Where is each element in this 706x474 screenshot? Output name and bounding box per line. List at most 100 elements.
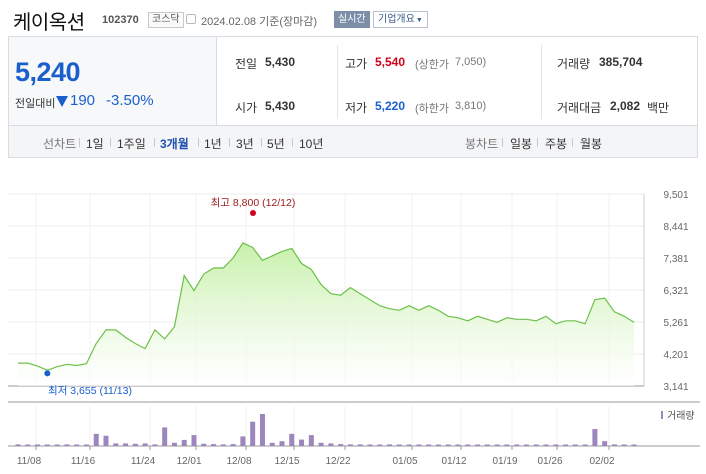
company-info-dropdown[interactable]: 기업개요▼: [373, 11, 428, 28]
y-tick-label: 5,261: [663, 318, 688, 329]
volume-bar: [201, 443, 207, 446]
y-tick-label: 3,141: [663, 382, 688, 393]
x-tick-label: 11/24: [131, 456, 156, 467]
volume-bar: [220, 444, 226, 446]
period-monthly-candle[interactable]: 월봉: [580, 137, 603, 151]
y-tick-label: 4,201: [663, 350, 688, 361]
high-annotation: 최고 8,800 (12/12): [211, 197, 296, 209]
volume-legend-label: 거래량: [667, 410, 695, 422]
period-3m[interactable]: 3개월: [160, 137, 189, 151]
price-chart-svg: 9,501 8,441 7,381 6,321 5,261 4,201 3,141 11/08…: [8, 190, 700, 467]
volume-label: 거래량: [557, 57, 591, 71]
high-value: 5,540: [375, 55, 406, 69]
line-chart-label: 선차트: [43, 137, 77, 151]
amount-unit: 백만: [647, 101, 670, 115]
volume-bar: [377, 444, 383, 446]
volume-bar: [132, 443, 138, 446]
volume-bar: [142, 443, 148, 446]
volume-bar: [181, 439, 187, 446]
volume-bar: [259, 414, 265, 446]
stock-header: 케이옥션 102370 코스닥 2024.02.08 기준(장마감) 실시간 기…: [0, 0, 706, 36]
volume-bar: [250, 421, 256, 446]
company-name: 케이옥션: [13, 12, 85, 34]
volume-bar: [563, 444, 569, 446]
period-daily-candle[interactable]: 일봉: [510, 137, 533, 151]
current-price: 5,240: [15, 57, 81, 87]
volume-bar: [328, 443, 334, 446]
upper-limit-label: (상한가: [415, 59, 450, 71]
low-label: 저가: [345, 101, 368, 115]
volume-bar: [289, 433, 295, 446]
period-3y[interactable]: 3년: [236, 137, 254, 151]
divider: [337, 45, 338, 119]
period-weekly-candle[interactable]: 주봉: [545, 137, 568, 151]
y-tick-label: 9,501: [663, 190, 688, 201]
realtime-button[interactable]: 실시간: [334, 11, 370, 28]
volume-bar: [611, 444, 617, 446]
amount-value: 2,082: [610, 99, 641, 113]
volume-bar: [533, 444, 539, 446]
prev-close-value: 5,430: [265, 55, 296, 69]
lower-limit-value: 3,810): [455, 100, 487, 112]
x-tick-label: 01/26: [537, 456, 562, 467]
high-label: 고가: [345, 57, 368, 71]
volume-bar: [171, 442, 177, 446]
candle-chart-label: 봉차트: [465, 137, 499, 151]
divider: [292, 138, 293, 147]
divider: [154, 138, 155, 147]
volume-bar: [494, 444, 500, 446]
volume-bar: [318, 442, 324, 446]
period-5y[interactable]: 5년: [267, 137, 285, 151]
period-10y[interactable]: 10년: [299, 137, 324, 151]
x-tick-label: 11/16: [71, 456, 96, 467]
volume-bar: [475, 444, 481, 446]
volume-bar: [347, 444, 353, 446]
volume-bar: [123, 443, 129, 446]
volume-bar: [396, 444, 402, 446]
volume-bar: [93, 433, 99, 446]
volume-bar: [504, 444, 510, 446]
volume-bar: [387, 444, 393, 446]
open-label: 시가: [235, 101, 258, 115]
x-tick-label: 02/02: [589, 456, 614, 467]
divider: [261, 138, 262, 147]
volume-bar: [54, 444, 60, 446]
low-annotation: 최저 3,655 (11/13): [48, 385, 132, 397]
y-tick-label: 7,381: [663, 254, 688, 265]
chevron-down-icon: ▼: [415, 17, 423, 24]
divider: [537, 138, 538, 147]
volume-bar: [592, 429, 598, 446]
price-summary: 5,240 전일대비 190 -3.50% 전일 5,430 시가 5,430 …: [8, 36, 698, 126]
volume-bar: [455, 444, 461, 446]
volume-bar: [83, 444, 89, 446]
low-value: 5,220: [375, 99, 406, 113]
volume-bar: [211, 444, 217, 446]
volume-bar: [416, 444, 422, 446]
divider: [541, 45, 542, 119]
price-change: 190: [70, 92, 96, 109]
volume-bar: [514, 444, 520, 446]
volume-bar: [240, 436, 246, 446]
volume-bar: [406, 444, 412, 446]
volume-bar: [602, 441, 608, 446]
volume-bar: [572, 444, 578, 446]
period-1y[interactable]: 1년: [204, 137, 222, 151]
period-1d[interactable]: 1일: [86, 137, 104, 151]
volume-value: 385,704: [599, 55, 643, 69]
divider: [502, 138, 503, 147]
volume-bar: [631, 444, 637, 446]
volume-bar: [621, 444, 627, 446]
chart-period-bar: 선차트 1일 1주일 3개월 1년 3년 5년 10년 봉차트 일봉 주봉 월봉: [8, 126, 698, 158]
volume-bar: [426, 444, 432, 446]
high-marker: [250, 210, 256, 216]
volume-bar: [523, 444, 529, 446]
x-tick-label: 01/05: [392, 456, 417, 467]
volume-bar: [64, 444, 70, 446]
volume-bar: [357, 444, 363, 446]
volume-bar: [162, 427, 168, 446]
volume-bar: [367, 444, 373, 446]
volume-bar: [308, 435, 314, 446]
volume-bar: [338, 444, 344, 446]
period-1w[interactable]: 1주일: [117, 137, 146, 151]
change-label: 전일대비: [15, 98, 56, 110]
